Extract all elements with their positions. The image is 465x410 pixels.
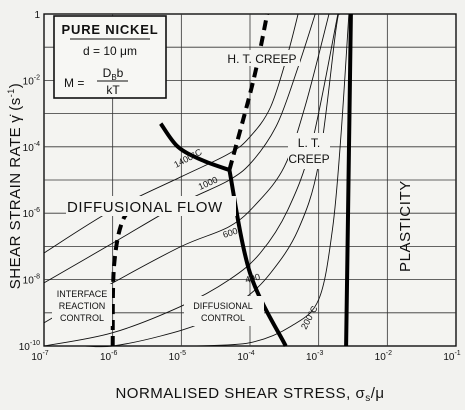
x-tick-label: 10-3 xyxy=(306,350,323,363)
field-boundaries xyxy=(110,13,353,347)
x-tick-label: 10-7 xyxy=(31,350,48,363)
diffusional-flow-label-bg xyxy=(66,196,236,216)
x-tick-label: 10-2 xyxy=(375,350,392,363)
boundary-solid-2 xyxy=(344,13,353,347)
region-diff-control-2: CONTROL xyxy=(201,313,245,323)
boundary-dashed-0 xyxy=(227,13,270,171)
region-interface-3: CONTROL xyxy=(60,313,104,323)
x-axis-label: NORMALISED SHEAR STRESS, σs/μ xyxy=(115,385,384,404)
boundary-dashed-1 xyxy=(110,201,142,347)
region-ht-creep: H. T. CREEP xyxy=(227,52,296,66)
x-tick-labels: 10-7 10-6 10-5 10-4 10-3 10-2 10-1 xyxy=(31,350,460,363)
info-box-frame xyxy=(53,15,167,99)
isotherm-5 xyxy=(85,13,340,348)
isotherm-4 xyxy=(195,13,350,347)
region-lt-creep-1: L. T. xyxy=(298,136,320,150)
chart-axes: 10-7 10-6 10-5 10-4 10-3 10-2 10-1 110-210-410… xyxy=(6,10,461,404)
material-info-box: PURE NICKEL d = 10 μm M = DBb kT xyxy=(53,15,167,99)
x-tick-label: 10-5 xyxy=(169,350,186,363)
diff-control-label-bg xyxy=(184,296,264,326)
region-plasticity: PLASTICITY xyxy=(397,180,414,272)
region-diffusional-flow: DIFFUSIONAL FLOW xyxy=(67,199,223,216)
y-tick-label: 10-4 xyxy=(23,141,40,154)
temp-label-600: 600 xyxy=(222,226,239,240)
info-box-grain-size: d = 10 μm xyxy=(83,44,137,58)
y-tick-label: 10-10 xyxy=(19,340,40,353)
y-tick-label: 1 xyxy=(34,10,40,21)
info-box-m-numerator: DBb xyxy=(103,66,124,82)
region-interface-1: INTERFACE xyxy=(57,289,108,299)
x-tick-label: 10-1 xyxy=(443,350,460,363)
temp-label-400: 400 xyxy=(244,272,261,285)
y-axis-label: SHEAR STRAIN RATEγ̇(s-1) xyxy=(6,83,24,289)
info-box-m-denominator: kT xyxy=(106,83,120,97)
y-tick-label: 10-8 xyxy=(23,274,40,287)
x-tick-label: 10-4 xyxy=(237,350,254,363)
y-tick-label: 10-6 xyxy=(23,207,40,220)
ht-creep-label-bg xyxy=(224,50,300,66)
isotherm-2 xyxy=(43,13,330,324)
y-tick-label: 10-2 xyxy=(23,74,40,87)
info-box-m-lhs: M = xyxy=(64,76,84,90)
y-tick-labels: 1 10-2 10-4 10-6 10-8 10-10 xyxy=(19,10,41,353)
interface-label-bg xyxy=(52,284,112,326)
lt-creep-label-bg xyxy=(288,133,330,169)
boundary-solid-0 xyxy=(159,122,231,172)
isotherm-lines xyxy=(43,13,350,348)
region-lt-creep-2: CREEP xyxy=(288,152,329,166)
region-diff-control-1: DIFFUSIONAL xyxy=(193,301,253,311)
isotherm-1 xyxy=(43,13,316,284)
region-interface-2: REACTION xyxy=(59,301,106,311)
boundary-solid-1 xyxy=(227,169,288,347)
x-tick-label: 10-6 xyxy=(100,350,117,363)
info-box-material: PURE NICKEL xyxy=(62,22,159,37)
